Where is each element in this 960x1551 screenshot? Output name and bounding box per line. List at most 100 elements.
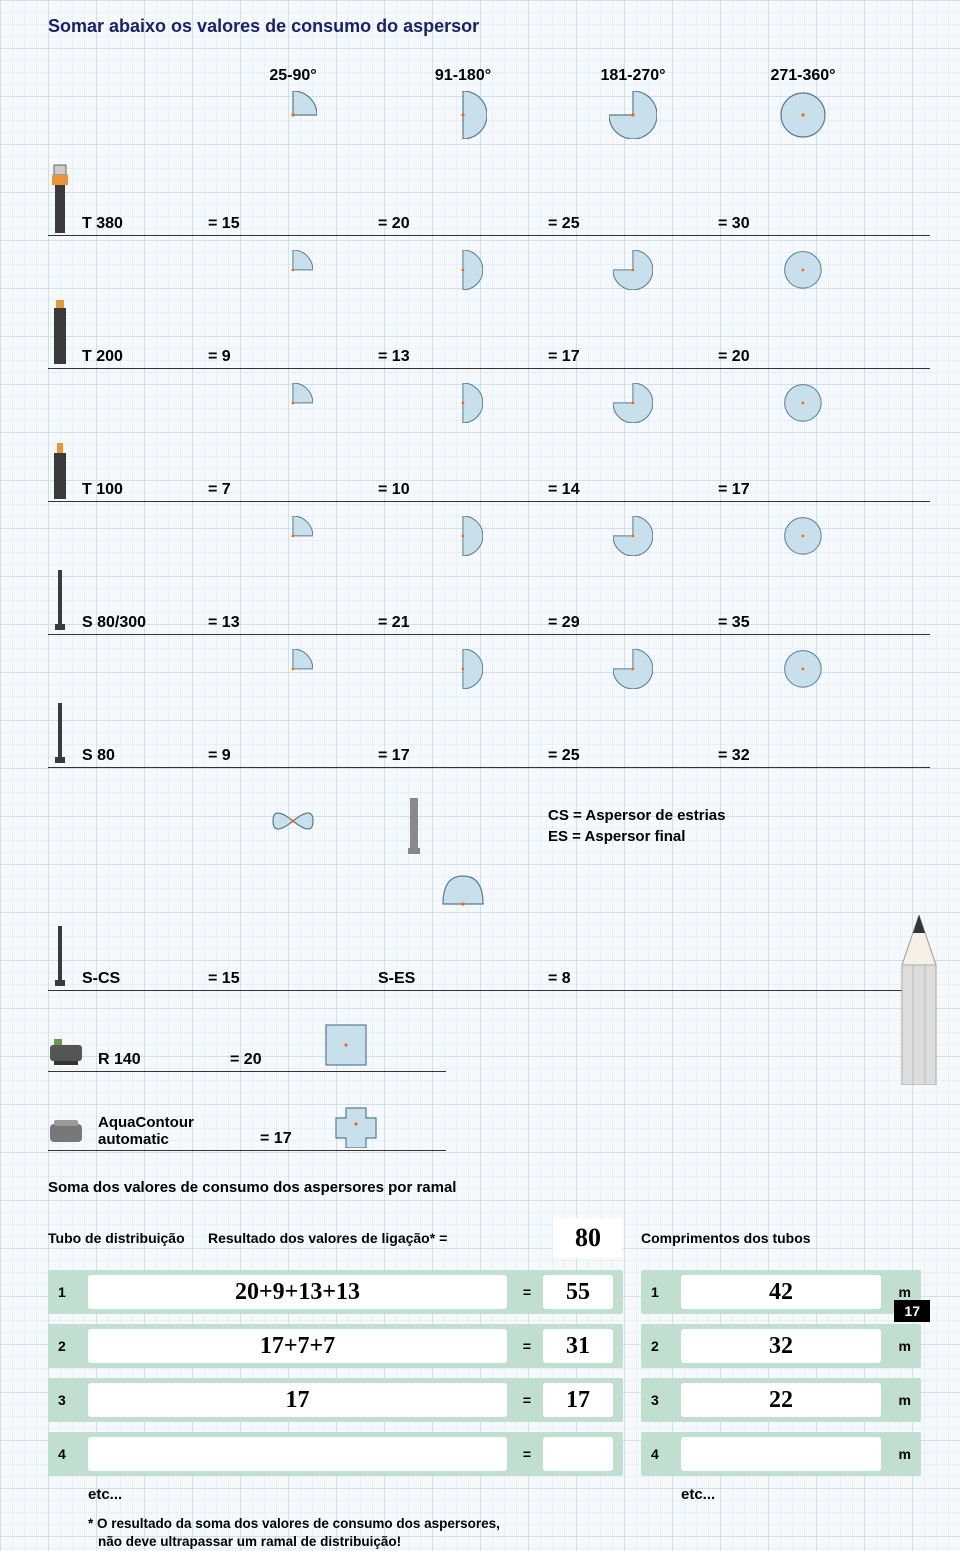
arc180-icon <box>443 383 483 423</box>
data-row: T 100= 7= 10= 14= 17 <box>48 429 930 502</box>
scs-row: S-CS = 15 S-ES = 8 <box>48 918 930 991</box>
extra-row-aqua: AquaContour automatic = 17 <box>48 1100 446 1151</box>
sprinkler-gray-icon <box>378 786 548 856</box>
calc-block: Tubo de distribuição Resultado dos valor… <box>48 1218 930 1551</box>
pencil-icon <box>884 915 954 1085</box>
row-label: T 380 <box>48 163 208 233</box>
etc-right: etc... <box>681 1486 921 1503</box>
row-num: 1 <box>58 1284 88 1300</box>
calc-row-right: 322m <box>641 1378 921 1422</box>
arc360-icon <box>783 649 823 689</box>
header-row: 25-90° 91-180° 181-270° 271-360° <box>48 67 930 139</box>
value-cell: = 20 <box>378 215 548 233</box>
row-label: T 100 <box>48 429 208 499</box>
arc-header-label: 271-360° <box>770 67 835 85</box>
equals-sign: = <box>517 1338 537 1354</box>
sprinkler-icon <box>48 296 72 366</box>
row-label-text: T 100 <box>82 481 123 499</box>
value-cell: = 9 <box>208 348 378 366</box>
value-cell: = 13 <box>208 614 378 632</box>
arc180-icon <box>443 649 483 689</box>
arc360-icon <box>783 250 823 290</box>
unit-m: m <box>881 1338 911 1354</box>
r140-icon <box>48 1027 86 1069</box>
extra-value: = 17 <box>260 1130 320 1148</box>
arc360-icon <box>779 91 827 139</box>
value-cell: = 25 <box>548 215 718 233</box>
consumption-chart: 25-90° 91-180° 181-270° 271-360° T 380= … <box>48 67 930 1551</box>
arc-header-3: 181-270° <box>548 67 718 139</box>
resultado-label: Resultado dos valores de ligação* = <box>208 1230 553 1246</box>
arc-header-label: 25-90° <box>269 67 316 85</box>
data-row: S 80/300= 13= 21= 29= 35 <box>48 562 930 635</box>
extra-row-r140: R 140 = 20 <box>48 1021 446 1072</box>
row-label: S 80 <box>48 695 208 765</box>
arc360-icon <box>783 383 823 423</box>
scs-l2: S-ES <box>378 970 415 988</box>
scs-v2: = 8 <box>548 970 718 988</box>
unit-m: m <box>881 1446 911 1462</box>
calc-row-left: 4= <box>48 1432 623 1476</box>
row-label-text: S 80 <box>82 747 115 765</box>
page-number: 17 <box>894 1300 930 1322</box>
arc270-icon <box>613 516 653 556</box>
bowtie-shape <box>208 797 378 845</box>
blob-shape <box>332 1100 380 1148</box>
unit-m: m <box>881 1392 911 1408</box>
row-label: S 80/300 <box>48 562 208 632</box>
arc180-icon <box>443 516 483 556</box>
row-num: 3 <box>651 1392 681 1408</box>
equals-sign: = <box>517 1392 537 1408</box>
extras-block: R 140 = 20 AquaContour automatic = 17 <box>48 1021 930 1151</box>
length-value <box>681 1437 881 1471</box>
etc-left: etc... <box>88 1486 623 1503</box>
aqua-icon <box>48 1114 86 1148</box>
value-cell: = 17 <box>378 747 548 765</box>
cs-legend-line1: CS = Aspersor de estrias <box>548 805 888 826</box>
row-num: 4 <box>651 1446 681 1462</box>
arc270-icon <box>613 383 653 423</box>
length-value: 42 <box>681 1275 881 1309</box>
arc180-icon <box>443 250 483 290</box>
arc270-icon <box>613 649 653 689</box>
sprinkler-icon <box>48 918 72 988</box>
arc-header-label: 181-270° <box>600 67 665 85</box>
row-num: 2 <box>651 1338 681 1354</box>
arc90-icon <box>273 649 313 689</box>
equals-sign: = <box>517 1284 537 1300</box>
data-row: S 80= 9= 17= 25= 32 <box>48 695 930 768</box>
arc270-icon <box>613 250 653 290</box>
row-label: T 200 <box>48 296 208 366</box>
row-num: 1 <box>651 1284 681 1300</box>
extra-value: = 20 <box>230 1051 290 1069</box>
calc-expr: 17 <box>88 1383 507 1417</box>
calc-row-right: 142m <box>641 1270 921 1314</box>
extra-label: AquaContour automatic <box>98 1114 248 1148</box>
length-value: 22 <box>681 1383 881 1417</box>
unit-m: m <box>881 1284 911 1300</box>
value-cell: = 7 <box>208 481 378 499</box>
value-cell: = 21 <box>378 614 548 632</box>
arc-header-4: 271-360° <box>718 67 888 139</box>
value-cell: = 15 <box>208 215 378 233</box>
value-cell: = 25 <box>548 747 718 765</box>
ses-label: S-ES <box>378 970 548 988</box>
sprinkler-icon <box>48 562 72 632</box>
value-cell: = 10 <box>378 481 548 499</box>
sprinkler-icon <box>48 429 72 499</box>
arc90-icon <box>273 516 313 556</box>
soma-header: Soma dos valores de consumo dos aspersor… <box>48 1179 930 1196</box>
footnote-line2: não deve ultrapassar um ramal de distrib… <box>98 1533 623 1551</box>
row-num: 3 <box>58 1392 88 1408</box>
arc270-icon <box>609 91 657 139</box>
data-row: T 200= 9= 13= 17= 20 <box>48 296 930 369</box>
arc360-icon <box>783 516 823 556</box>
calc-result <box>543 1437 613 1471</box>
value-cell: = 35 <box>718 614 888 632</box>
sprinkler-icon <box>48 695 72 765</box>
arc-header-2: 91-180° <box>378 67 548 139</box>
calc-row-right: 232m <box>641 1324 921 1368</box>
cs-legend-line2: ES = Aspersor final <box>548 826 888 847</box>
tubo-label: Tubo de distribuição <box>48 1230 208 1246</box>
arc90-icon <box>273 383 313 423</box>
